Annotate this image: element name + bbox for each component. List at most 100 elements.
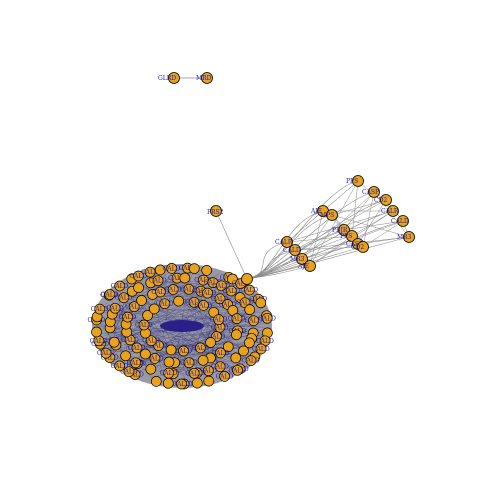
cluster-node-label: CALD xyxy=(192,288,210,295)
cluster-node[interactable] xyxy=(154,264,166,276)
cluster-node[interactable] xyxy=(213,314,225,325)
cluster-node[interactable] xyxy=(167,284,179,295)
cluster-node[interactable] xyxy=(138,319,150,331)
cluster-node[interactable] xyxy=(118,292,130,304)
cluster-node[interactable] xyxy=(114,360,125,372)
node-right[interactable] xyxy=(380,194,392,206)
cluster-node[interactable] xyxy=(188,296,200,308)
node-right[interactable] xyxy=(357,241,369,253)
node-right[interactable] xyxy=(304,260,316,272)
cluster-node[interactable] xyxy=(133,270,144,282)
node-right[interactable] xyxy=(368,186,380,198)
cluster-node[interactable] xyxy=(178,345,189,357)
cluster-node[interactable] xyxy=(162,377,174,389)
cluster-node[interactable] xyxy=(166,263,178,274)
cluster-node[interactable] xyxy=(201,265,213,276)
cluster-node[interactable] xyxy=(202,287,213,299)
cluster-node[interactable] xyxy=(225,285,237,297)
cluster-node[interactable] xyxy=(188,367,200,379)
cluster-node[interactable] xyxy=(128,301,140,313)
cluster-node[interactable] xyxy=(238,345,249,357)
cluster-node[interactable] xyxy=(214,293,226,305)
cluster-node[interactable] xyxy=(179,272,191,284)
cluster-node[interactable] xyxy=(136,295,147,306)
cluster-node[interactable] xyxy=(148,303,160,315)
node-right[interactable] xyxy=(403,231,415,243)
node-right[interactable] xyxy=(326,209,338,221)
cluster-node[interactable] xyxy=(215,280,227,292)
cluster-node[interactable] xyxy=(145,335,157,347)
cluster-node[interactable] xyxy=(144,266,156,278)
cluster-node[interactable] xyxy=(208,306,220,318)
cluster-node[interactable] xyxy=(255,343,267,355)
cluster-edge xyxy=(203,319,250,325)
cluster-node[interactable] xyxy=(222,341,234,353)
cluster-node[interactable] xyxy=(163,367,175,379)
cluster-node[interactable] xyxy=(100,347,112,359)
node-pair-left[interactable] xyxy=(168,72,180,84)
cluster-node[interactable] xyxy=(155,286,166,298)
label-right: PPS xyxy=(340,233,352,240)
cluster-node[interactable] xyxy=(165,344,177,356)
node-right[interactable] xyxy=(296,253,308,265)
node-right[interactable] xyxy=(346,230,358,242)
cluster-node[interactable] xyxy=(133,282,144,294)
cluster-node[interactable] xyxy=(108,336,120,348)
cluster-node[interactable] xyxy=(219,371,230,382)
node-hub[interactable] xyxy=(241,273,253,285)
cluster-node[interactable] xyxy=(231,329,242,341)
node-right[interactable] xyxy=(281,236,293,248)
cluster-node[interactable] xyxy=(230,352,242,364)
cluster-node[interactable] xyxy=(114,280,126,292)
cluster-node[interactable] xyxy=(145,363,157,375)
cluster-node[interactable] xyxy=(232,364,243,376)
cluster-node[interactable] xyxy=(188,263,200,274)
node-isolated[interactable] xyxy=(210,205,222,217)
node-right[interactable] xyxy=(352,175,364,187)
cluster-node[interactable] xyxy=(203,375,215,387)
cluster-node[interactable] xyxy=(109,302,121,314)
cluster-node[interactable] xyxy=(244,284,255,296)
cluster-node[interactable] xyxy=(176,378,187,390)
cluster-node[interactable] xyxy=(198,300,209,311)
cluster-node[interactable] xyxy=(215,347,226,359)
label-right: CALD xyxy=(283,247,301,254)
cluster-node[interactable] xyxy=(152,275,164,287)
cluster-node[interactable] xyxy=(191,377,203,389)
cluster-node[interactable] xyxy=(159,298,171,310)
cluster-node[interactable] xyxy=(94,303,106,315)
cluster-node[interactable] xyxy=(173,295,184,307)
cluster-node[interactable] xyxy=(163,356,175,368)
cluster-node[interactable] xyxy=(203,365,214,377)
cluster-node[interactable] xyxy=(120,350,131,362)
cluster-node[interactable] xyxy=(140,348,151,360)
cluster-node[interactable] xyxy=(131,342,143,354)
cluster-node[interactable] xyxy=(261,312,273,324)
cluster-node[interactable] xyxy=(205,337,216,348)
cluster-node[interactable] xyxy=(104,289,116,300)
cluster-node[interactable] xyxy=(244,337,255,349)
node-right[interactable] xyxy=(387,205,399,217)
cluster-node[interactable] xyxy=(255,297,267,309)
cluster-node[interactable] xyxy=(231,313,243,324)
node-right[interactable] xyxy=(289,244,301,256)
cluster-node[interactable] xyxy=(183,357,195,369)
cluster-node[interactable] xyxy=(244,304,256,316)
cluster-node[interactable] xyxy=(123,366,135,378)
cluster-node[interactable] xyxy=(197,354,209,366)
cluster-node[interactable] xyxy=(248,315,259,327)
node-right[interactable] xyxy=(338,224,350,236)
cluster-node[interactable] xyxy=(130,357,142,369)
node-right[interactable] xyxy=(397,215,409,227)
node-pair-right[interactable] xyxy=(201,72,213,84)
cluster-node[interactable] xyxy=(149,353,161,364)
cluster-node[interactable] xyxy=(195,342,206,354)
cluster-node[interactable] xyxy=(150,376,162,387)
cluster-node[interactable] xyxy=(183,283,195,295)
cluster-node[interactable] xyxy=(91,326,102,338)
cluster-node[interactable] xyxy=(227,273,238,285)
cluster-node[interactable] xyxy=(214,361,226,373)
cluster-node[interactable] xyxy=(245,355,257,366)
cluster-node[interactable] xyxy=(142,310,153,321)
cluster-node[interactable] xyxy=(122,311,133,323)
